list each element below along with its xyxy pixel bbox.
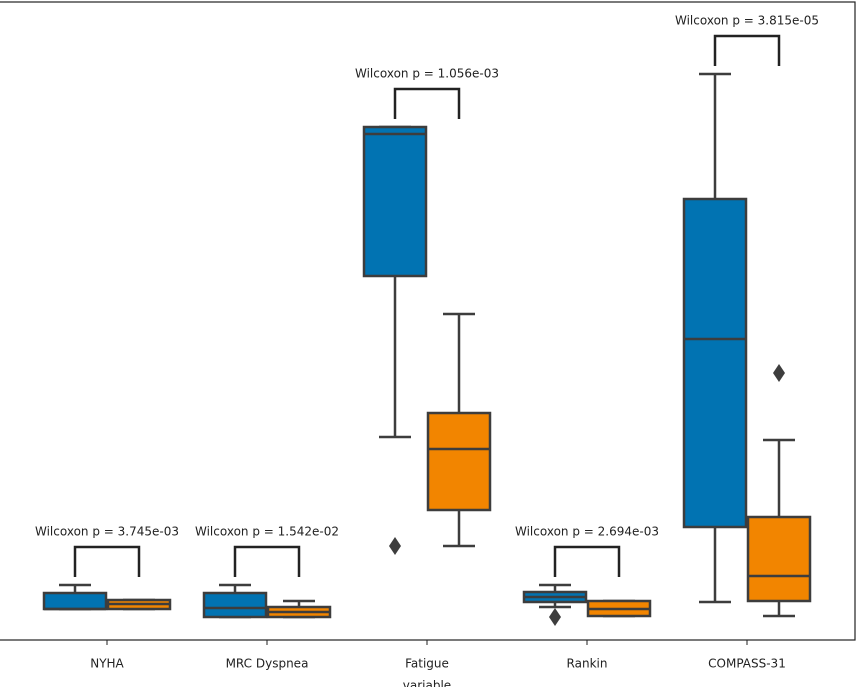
outlier (389, 537, 401, 555)
annotation: Wilcoxon p = 2.694e-03 (515, 525, 659, 539)
annotation: Wilcoxon p = 3.745e-03 (35, 525, 179, 539)
x-tick-label: MRC Dyspnea (226, 657, 309, 671)
x-tick-label: Fatigue (405, 657, 449, 671)
box (426, 411, 492, 512)
significance-bracket (713, 34, 781, 66)
x-tick-label: Rankin (567, 657, 608, 671)
significance-bracket (233, 545, 301, 577)
significance-bracket (73, 545, 141, 577)
x-tick-label: NYHA (90, 657, 124, 671)
annotation: Wilcoxon p = 1.056e-03 (355, 67, 499, 81)
annotation: Wilcoxon p = 1.542e-02 (195, 525, 339, 539)
box (362, 125, 428, 278)
outlier (549, 608, 561, 626)
significance-bracket (553, 545, 621, 577)
x-axis-label: variable (403, 679, 451, 687)
box (202, 591, 268, 619)
box (682, 197, 748, 529)
box (42, 591, 108, 611)
significance-bracket (393, 87, 461, 119)
outlier (773, 364, 785, 382)
x-tick-label: COMPASS-31 (708, 657, 786, 671)
annotation: Wilcoxon p = 3.815e-05 (675, 14, 819, 28)
box (746, 515, 812, 603)
